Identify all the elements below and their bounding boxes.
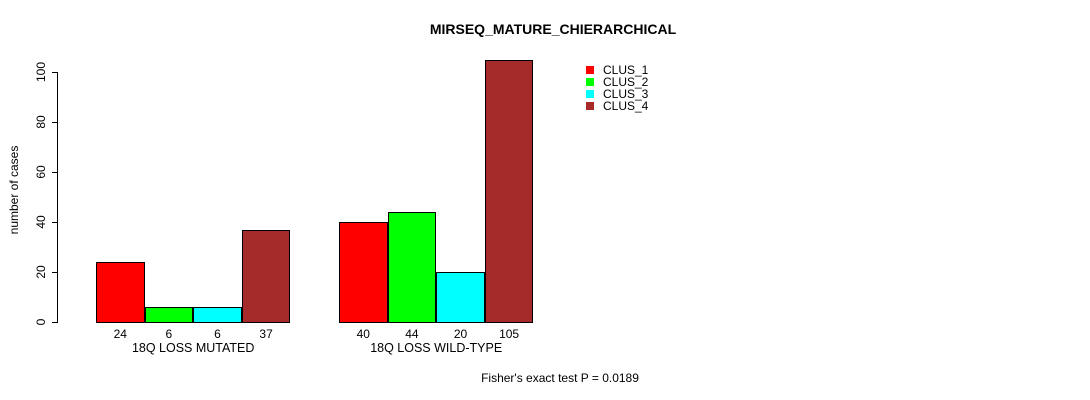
legend-swatch-icon bbox=[586, 66, 594, 74]
bar-count-label: 6 bbox=[214, 327, 221, 341]
legend: CLUS_1 CLUS_2 CLUS_3 CLUS_4 bbox=[586, 64, 648, 112]
bar-clus_1-group1 bbox=[96, 262, 145, 323]
legend-swatch-icon bbox=[586, 78, 594, 86]
y-tick-label: 40 bbox=[34, 215, 48, 229]
legend-item: CLUS_2 bbox=[586, 76, 648, 88]
y-axis-tick bbox=[52, 172, 57, 173]
chart-title: MIRSEQ_MATURE_CHIERARCHICAL bbox=[429, 21, 677, 37]
legend-label: CLUS_1 bbox=[603, 63, 649, 77]
bar-clus_4-group1 bbox=[241, 229, 291, 323]
bar-clus_1-group2 bbox=[339, 222, 388, 323]
y-tick-label: 60 bbox=[34, 165, 48, 179]
bar-count-label: 37 bbox=[259, 327, 273, 341]
y-axis-tick bbox=[52, 72, 57, 73]
bar-count-label: 24 bbox=[113, 327, 127, 341]
y-axis-tick bbox=[52, 322, 57, 323]
y-tick-label: 0 bbox=[34, 318, 48, 326]
y-tick-label: 80 bbox=[34, 115, 48, 129]
y-axis-tick bbox=[52, 272, 57, 273]
bar-clus_3-group1 bbox=[193, 307, 242, 323]
legend-label: CLUS_2 bbox=[603, 75, 649, 89]
group-label: 18Q LOSS MUTATED bbox=[131, 341, 255, 355]
bar-clus_2-group1 bbox=[144, 307, 194, 323]
y-axis-tick bbox=[52, 122, 57, 123]
y-axis bbox=[57, 72, 58, 323]
bar-count-label: 44 bbox=[405, 327, 419, 341]
bar-clus_4-group2 bbox=[484, 59, 534, 323]
y-axis-tick bbox=[52, 222, 57, 223]
bar-clus_2-group2 bbox=[387, 212, 437, 323]
bar-count-label: 105 bbox=[499, 327, 520, 341]
bar-clus_3-group2 bbox=[436, 272, 485, 323]
legend-swatch-icon bbox=[586, 90, 594, 98]
y-axis-label: number of cases bbox=[7, 145, 21, 235]
y-tick-label: 20 bbox=[34, 265, 48, 279]
bar-count-label: 6 bbox=[165, 327, 173, 341]
bar-count-label: 20 bbox=[453, 327, 468, 341]
legend-item: CLUS_4 bbox=[586, 100, 648, 112]
fisher-test-annotation: Fisher's exact test P = 0.0189 bbox=[481, 371, 639, 385]
legend-item: CLUS_3 bbox=[586, 88, 648, 100]
group-label: 18Q LOSS WILD-TYPE bbox=[370, 341, 503, 355]
legend-swatch-icon bbox=[586, 102, 594, 110]
legend-label: CLUS_4 bbox=[603, 99, 649, 113]
bar-count-label: 40 bbox=[356, 327, 370, 341]
legend-item: CLUS_1 bbox=[586, 64, 648, 76]
legend-label: CLUS_3 bbox=[603, 87, 649, 101]
y-tick-label: 100 bbox=[34, 61, 48, 83]
